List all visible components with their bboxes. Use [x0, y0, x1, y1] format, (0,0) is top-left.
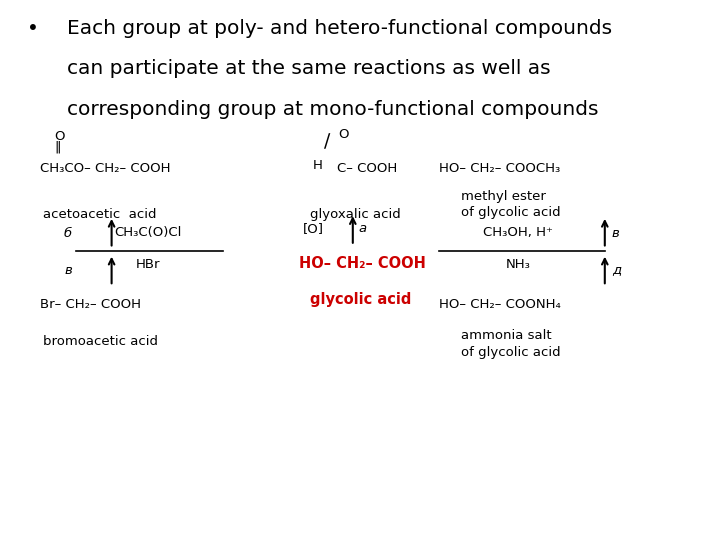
Text: HBr: HBr [135, 258, 160, 271]
Text: ‖: ‖ [54, 141, 60, 154]
Text: в: в [612, 227, 620, 240]
Text: of glycolic acid: of glycolic acid [461, 206, 560, 219]
Text: O: O [54, 130, 65, 143]
Text: methyl ester: methyl ester [461, 190, 546, 203]
Text: corresponding group at mono-functional compounds: corresponding group at mono-functional c… [67, 100, 598, 119]
Text: O: O [338, 129, 349, 141]
Text: HO– CH₂– COOH: HO– CH₂– COOH [299, 256, 426, 272]
Text: д: д [612, 264, 621, 276]
Text: •: • [27, 19, 39, 38]
Text: glyoxalic acid: glyoxalic acid [310, 208, 400, 221]
Text: NH₃: NH₃ [506, 258, 531, 271]
Text: ∕: ∕ [325, 132, 330, 151]
Text: bromoacetic acid: bromoacetic acid [43, 335, 158, 348]
Text: б: б [64, 227, 72, 240]
Text: a: a [359, 222, 366, 235]
Text: Each group at poly- and hetero-functional compounds: Each group at poly- and hetero-functiona… [67, 19, 612, 38]
Text: в: в [64, 264, 72, 276]
Text: H: H [313, 159, 323, 172]
Text: CH₃C(O)Cl: CH₃C(O)Cl [114, 226, 181, 239]
Text: CH₃OH, H⁺: CH₃OH, H⁺ [483, 226, 554, 239]
Text: C– COOH: C– COOH [337, 162, 397, 175]
Text: HO– CH₂– COOCH₃: HO– CH₂– COOCH₃ [439, 162, 560, 175]
Text: glycolic acid: glycolic acid [310, 292, 411, 307]
Text: CH₃CO– CH₂– COOH: CH₃CO– CH₂– COOH [40, 162, 170, 175]
Text: Br– CH₂– COOH: Br– CH₂– COOH [40, 298, 140, 311]
Text: HO– CH₂– COONH₄: HO– CH₂– COONH₄ [439, 298, 561, 311]
Text: [O]: [O] [303, 222, 324, 235]
Text: of glycolic acid: of glycolic acid [461, 346, 560, 359]
Text: ammonia salt: ammonia salt [461, 329, 552, 342]
Text: acetoacetic  acid: acetoacetic acid [43, 208, 157, 221]
Text: can participate at the same reactions as well as: can participate at the same reactions as… [67, 59, 551, 78]
